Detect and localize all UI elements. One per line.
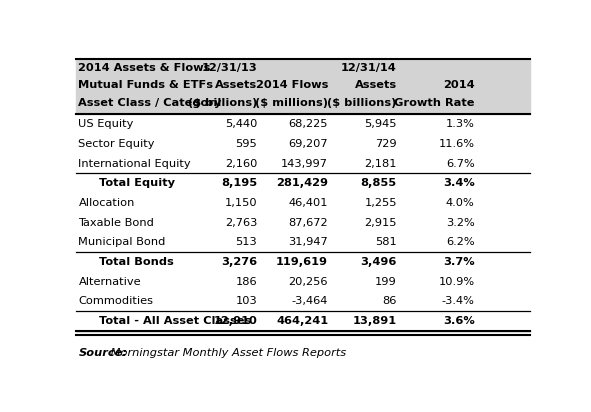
Text: 581: 581 — [375, 237, 397, 247]
Text: Mutual Funds & ETFs: Mutual Funds & ETFs — [79, 80, 213, 90]
Text: 2014 Flows: 2014 Flows — [256, 80, 328, 90]
Text: Total Equity: Total Equity — [99, 178, 175, 188]
Text: 46,401: 46,401 — [288, 198, 328, 208]
Text: US Equity: US Equity — [79, 119, 134, 129]
Text: 103: 103 — [235, 296, 257, 307]
Text: 2,160: 2,160 — [225, 159, 257, 169]
Text: 86: 86 — [382, 296, 397, 307]
Text: ($ billions): ($ billions) — [188, 98, 257, 108]
Text: 2,181: 2,181 — [364, 159, 397, 169]
Text: Assets: Assets — [355, 80, 397, 90]
Text: Municipal Bond: Municipal Bond — [79, 237, 166, 247]
Text: 281,429: 281,429 — [276, 178, 328, 188]
Text: ($ millions): ($ millions) — [255, 98, 328, 108]
Text: 2014: 2014 — [443, 80, 475, 90]
Text: 11.6%: 11.6% — [439, 139, 475, 149]
Text: 143,997: 143,997 — [281, 159, 328, 169]
Text: Alternative: Alternative — [79, 277, 141, 287]
Text: Sector Equity: Sector Equity — [79, 139, 155, 149]
Text: 87,672: 87,672 — [288, 218, 328, 228]
Text: 729: 729 — [375, 139, 397, 149]
Text: -3.4%: -3.4% — [441, 296, 475, 307]
Text: 464,241: 464,241 — [276, 316, 328, 326]
Text: 119,619: 119,619 — [276, 257, 328, 267]
Text: 12/31/14: 12/31/14 — [341, 63, 397, 73]
Text: 199: 199 — [375, 277, 397, 287]
Text: 3.6%: 3.6% — [443, 316, 475, 326]
Text: 513: 513 — [235, 237, 257, 247]
Text: 2,915: 2,915 — [364, 218, 397, 228]
Text: 5,440: 5,440 — [225, 119, 257, 129]
Text: Total - All Asset Classes: Total - All Asset Classes — [99, 316, 251, 326]
Text: Assets: Assets — [215, 80, 257, 90]
Text: 69,207: 69,207 — [288, 139, 328, 149]
Text: Growth Rate: Growth Rate — [394, 98, 475, 108]
Text: Source:: Source: — [79, 348, 127, 358]
Text: Commodities: Commodities — [79, 296, 154, 307]
Text: 3,276: 3,276 — [221, 257, 257, 267]
Text: 10.9%: 10.9% — [439, 277, 475, 287]
Text: 186: 186 — [235, 277, 257, 287]
Text: 3.4%: 3.4% — [443, 178, 475, 188]
Bar — [76, 59, 530, 115]
Text: 31,947: 31,947 — [288, 237, 328, 247]
Text: 12,910: 12,910 — [213, 316, 257, 326]
Text: 3,496: 3,496 — [361, 257, 397, 267]
Text: 1,150: 1,150 — [225, 198, 257, 208]
Text: 12/31/13: 12/31/13 — [202, 63, 257, 73]
Text: 2014 Assets & Flows: 2014 Assets & Flows — [79, 63, 211, 73]
Text: 68,225: 68,225 — [288, 119, 328, 129]
Text: International Equity: International Equity — [79, 159, 191, 169]
Text: Total Bonds: Total Bonds — [99, 257, 174, 267]
Text: -3,464: -3,464 — [292, 296, 328, 307]
Text: 8,855: 8,855 — [361, 178, 397, 188]
Text: Morningstar Monthly Asset Flows Reports: Morningstar Monthly Asset Flows Reports — [108, 348, 346, 358]
Text: 5,945: 5,945 — [364, 119, 397, 129]
Text: Asset Class / Category: Asset Class / Category — [79, 98, 222, 108]
Text: 20,256: 20,256 — [288, 277, 328, 287]
Text: 8,195: 8,195 — [221, 178, 257, 188]
Text: 3.7%: 3.7% — [443, 257, 475, 267]
Text: 595: 595 — [235, 139, 257, 149]
Text: 4.0%: 4.0% — [446, 198, 475, 208]
Text: 6.2%: 6.2% — [446, 237, 475, 247]
Text: Allocation: Allocation — [79, 198, 135, 208]
Text: 2,763: 2,763 — [225, 218, 257, 228]
Text: 3.2%: 3.2% — [446, 218, 475, 228]
Text: 1,255: 1,255 — [364, 198, 397, 208]
Text: ($ billions): ($ billions) — [327, 98, 397, 108]
Text: 13,891: 13,891 — [353, 316, 397, 326]
Text: 6.7%: 6.7% — [446, 159, 475, 169]
Text: 1.3%: 1.3% — [446, 119, 475, 129]
Text: Taxable Bond: Taxable Bond — [79, 218, 154, 228]
